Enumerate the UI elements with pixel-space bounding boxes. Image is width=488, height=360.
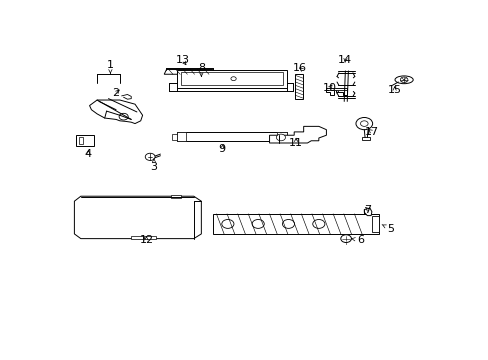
Bar <box>171 134 177 140</box>
Text: 3: 3 <box>150 159 157 172</box>
Circle shape <box>276 134 285 141</box>
Text: 15: 15 <box>387 85 401 95</box>
Bar <box>75 135 94 146</box>
Text: 4: 4 <box>85 149 92 159</box>
Text: 1: 1 <box>107 60 114 73</box>
Circle shape <box>222 220 233 228</box>
Polygon shape <box>89 100 142 123</box>
Circle shape <box>312 220 324 228</box>
Text: 13: 13 <box>175 55 189 65</box>
Circle shape <box>252 220 264 228</box>
Polygon shape <box>164 69 212 74</box>
Polygon shape <box>326 87 333 95</box>
Text: 9: 9 <box>218 144 225 153</box>
Bar <box>176 132 186 141</box>
Bar <box>144 236 156 239</box>
Polygon shape <box>269 126 326 143</box>
Text: 2: 2 <box>112 88 120 98</box>
Text: 6: 6 <box>351 235 363 245</box>
Circle shape <box>282 220 294 228</box>
Bar <box>277 132 286 141</box>
Bar <box>295 74 302 99</box>
Bar <box>180 72 282 85</box>
Text: 14: 14 <box>338 55 352 65</box>
Text: 8: 8 <box>197 63 204 76</box>
Polygon shape <box>364 208 371 216</box>
Polygon shape <box>74 196 201 239</box>
Text: 12: 12 <box>139 235 153 245</box>
Circle shape <box>400 77 407 82</box>
Circle shape <box>230 77 236 81</box>
Bar <box>371 216 379 232</box>
Text: 16: 16 <box>292 63 306 73</box>
Text: 10: 10 <box>323 82 337 93</box>
Bar <box>176 132 286 141</box>
Text: 17: 17 <box>364 127 378 137</box>
Bar <box>171 195 180 198</box>
Circle shape <box>340 235 351 243</box>
Bar <box>131 236 142 239</box>
Bar <box>362 137 369 140</box>
Circle shape <box>119 113 128 120</box>
Text: 11: 11 <box>288 138 303 148</box>
Text: 7: 7 <box>364 204 371 215</box>
Polygon shape <box>176 69 286 87</box>
Bar <box>79 137 83 144</box>
Circle shape <box>145 153 155 161</box>
Text: 5: 5 <box>381 224 393 234</box>
Ellipse shape <box>394 76 412 84</box>
Bar <box>326 87 346 90</box>
Circle shape <box>355 117 372 130</box>
Circle shape <box>360 121 367 126</box>
Bar <box>212 214 379 234</box>
Polygon shape <box>335 87 346 95</box>
